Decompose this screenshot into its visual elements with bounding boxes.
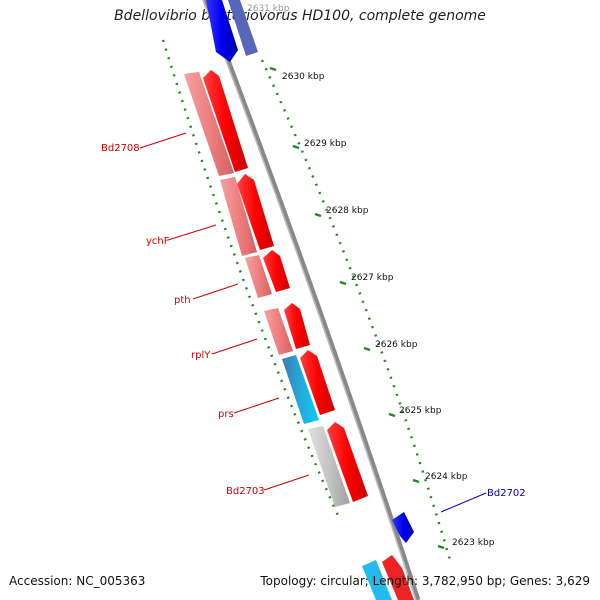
accession-text: Accession: NC_005363 — [9, 574, 146, 588]
gene-block[interactable] — [282, 355, 319, 424]
gene-arrow[interactable] — [203, 70, 248, 172]
gene-block[interactable] — [245, 255, 272, 298]
gene-arrow[interactable] — [300, 350, 335, 415]
scale-label: 2624 kbp — [425, 472, 468, 482]
gene-block[interactable] — [308, 426, 350, 507]
topology-text: Topology: circular; Length: 3,782,950 bp… — [260, 574, 590, 588]
gene-block[interactable] — [184, 72, 234, 176]
scale-label: 2630 kbp — [282, 72, 325, 82]
gene-arrow[interactable] — [327, 422, 368, 502]
gene-block[interactable] — [264, 308, 293, 355]
inner-scale-track — [161, 39, 342, 521]
gene-label-bd2702[interactable]: Bd2702 — [487, 488, 526, 499]
gene-arrow[interactable] — [263, 250, 290, 292]
gene-arrow[interactable] — [228, 0, 258, 56]
scale-label: 2626 kbp — [375, 340, 418, 350]
gene-label-prs[interactable]: prs — [218, 409, 234, 420]
scale-label: 2631 kbp — [247, 4, 290, 14]
genome-backbone — [202, 0, 421, 600]
gene-block[interactable] — [362, 560, 392, 600]
scale-label: 2628 kbp — [326, 206, 369, 216]
gene-label-ychf[interactable]: ychF — [146, 236, 170, 247]
gene-arrow[interactable] — [237, 174, 274, 250]
gene-label-rply[interactable]: rplY — [191, 350, 211, 361]
gene-block[interactable] — [220, 177, 257, 256]
scale-label: 2625 kbp — [399, 406, 442, 416]
gene-label-bd2703[interactable]: Bd2703 — [226, 486, 265, 497]
gene-arrow[interactable] — [284, 303, 310, 349]
gene-label-bd2708[interactable]: Bd2708 — [101, 143, 140, 154]
gene-arrow[interactable] — [392, 512, 414, 543]
scale-label: 2627 kbp — [351, 273, 394, 283]
scale-label: 2623 kbp — [452, 538, 495, 548]
scale-label: 2629 kbp — [304, 139, 347, 149]
gene-arrow[interactable] — [382, 555, 414, 600]
gene-label-pth[interactable]: pth — [174, 295, 191, 306]
gene-arrow[interactable] — [206, 0, 238, 62]
